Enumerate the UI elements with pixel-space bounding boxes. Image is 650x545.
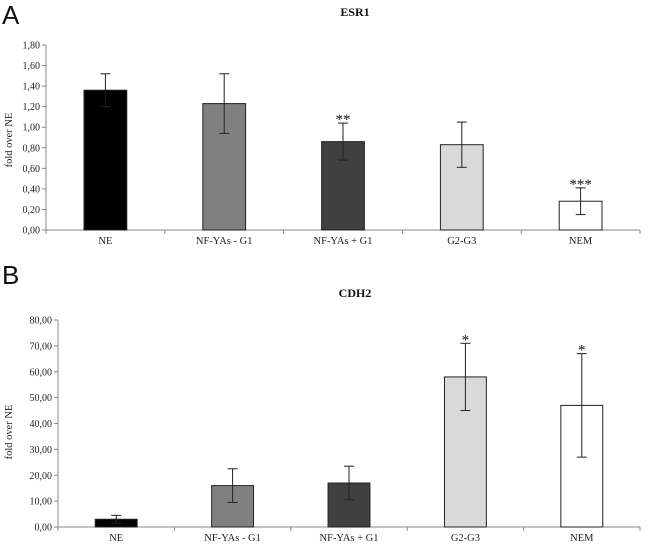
y-axis-label-esr1: fold over NE: [4, 113, 15, 168]
y-tick-label: 1,40: [23, 82, 41, 93]
y-tick-label: 30,00: [30, 445, 53, 456]
bar-esr1-2: [202, 103, 247, 231]
significance-marker: *: [578, 343, 586, 359]
y-axis-label-cdh2: fold over NE: [4, 405, 15, 460]
chart-esr1: A ESR1 fold over NE 0,00 0,20 0,40 0,60 0,80…: [2, 0, 641, 247]
y-tick-label: 0,00: [35, 523, 53, 534]
y-tick-label: 1,00: [23, 123, 41, 134]
y-tick-label: 0,60: [23, 164, 41, 175]
plot-area-cdh2: 0,00 10,00 20,00 30,00 40,00 50,00 60,00 70,00 8…: [30, 316, 641, 544]
y-tick-label: 1,60: [23, 61, 41, 72]
chart-title-cdh2: CDH2: [339, 286, 372, 300]
y-tick-label: 1,20: [23, 102, 41, 113]
y-tick-label: 50,00: [30, 393, 53, 404]
y-tick-label: 10,00: [30, 497, 53, 508]
x-category-label: NF-YAs + G1: [319, 533, 378, 544]
x-category-label: NF-YAs + G1: [313, 236, 372, 247]
bar-esr1-1: [83, 89, 128, 231]
chart-title-esr1: ESR1: [340, 5, 369, 19]
panel-letter-b: B: [2, 260, 19, 290]
y-tick-label: 0,80: [23, 143, 41, 154]
plot-area-esr1: 0,00 0,20 0,40 0,60 0,80 1,00 1,20 1,40 1,60 1,80…: [23, 41, 641, 247]
y-tick-label: 1,80: [23, 41, 41, 52]
significance-marker: *: [462, 332, 470, 348]
x-category-label: G2-G3: [447, 236, 476, 247]
x-category-label: NE: [98, 236, 112, 247]
x-category-label: NF-YAs - G1: [204, 533, 261, 544]
y-tick-label: 20,00: [30, 471, 53, 482]
significance-marker: ***: [569, 177, 592, 193]
x-category-label: NE: [109, 533, 123, 544]
y-tick-label: 0,00: [23, 226, 41, 237]
chart-cdh2: B CDH2 fold over NE 0,00 10,00 20,00 30,00 4…: [2, 260, 641, 544]
x-category-label: G2-G3: [451, 533, 480, 544]
y-tick-label: 0,20: [23, 205, 41, 216]
panel-letter-a: A: [2, 0, 20, 30]
y-tick-label: 70,00: [30, 341, 53, 352]
x-category-label: NEM: [570, 533, 594, 544]
y-tick-label: 40,00: [30, 419, 53, 430]
y-tick-label: 80,00: [30, 316, 53, 327]
y-tick-label: 0,40: [23, 184, 41, 195]
x-category-label: NEM: [569, 236, 593, 247]
x-category-label: NF-YAs - G1: [196, 236, 253, 247]
y-tick-label: 60,00: [30, 367, 53, 378]
significance-marker: **: [336, 112, 351, 128]
